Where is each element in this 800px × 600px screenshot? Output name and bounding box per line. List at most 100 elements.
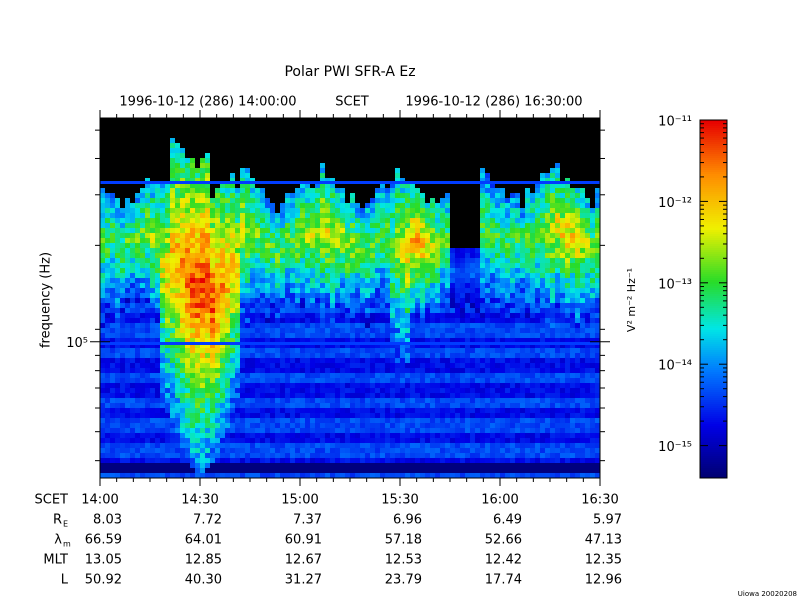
- spectrogram-cell: [505, 428, 510, 433]
- spectrogram-cell: [280, 218, 285, 223]
- spectrogram-cell: [270, 448, 275, 453]
- spectrogram-cell: [300, 223, 305, 228]
- spectrogram-cell: [425, 408, 430, 413]
- spectrogram-cell: [410, 458, 415, 463]
- spectrogram-cell: [270, 323, 275, 328]
- spectrogram-cell: [485, 418, 490, 423]
- spectrogram-cell: [100, 258, 105, 263]
- spectrogram-cell: [330, 373, 335, 378]
- spectrogram-cell: [260, 428, 265, 433]
- spectrogram-cell: [485, 343, 490, 348]
- spectrogram-cell: [345, 208, 350, 213]
- spectrogram-cell: [465, 273, 470, 278]
- spectrogram-cell: [495, 418, 500, 423]
- spectrogram-cell: [340, 318, 345, 323]
- spectrogram-cell: [460, 333, 465, 338]
- spectrogram-cell: [325, 243, 330, 248]
- spectrogram-cell: [210, 198, 215, 203]
- spectrogram-cell: [515, 348, 520, 353]
- spectrogram-cell: [350, 333, 355, 338]
- spectrogram-cell: [160, 263, 165, 268]
- spectrogram-cell: [450, 278, 455, 283]
- spectrogram-cell: [255, 328, 260, 333]
- spectrogram-cell: [185, 198, 190, 203]
- spectrogram-cell: [165, 198, 170, 203]
- spectrogram-cell: [240, 418, 245, 423]
- spectrogram-cell: [490, 433, 495, 438]
- spectrogram-cell: [120, 298, 125, 303]
- spectrogram-cell: [165, 448, 170, 453]
- spectrogram-cell: [190, 453, 195, 458]
- spectrogram-cell: [350, 443, 355, 448]
- spectrogram-cell: [275, 348, 280, 353]
- spectrogram-cell: [240, 338, 245, 343]
- spectrogram-cell: [335, 238, 340, 243]
- spectrogram-cell: [510, 318, 515, 323]
- spectrogram-cell: [275, 373, 280, 378]
- spectrogram-cell: [395, 173, 400, 178]
- spectrogram-cell: [165, 223, 170, 228]
- spectrogram-cell: [490, 363, 495, 368]
- spectrogram-cell: [190, 308, 195, 313]
- spectrogram-cell: [395, 433, 400, 438]
- spectrogram-cell: [240, 188, 245, 193]
- spectrogram-cell: [150, 333, 155, 338]
- spectrogram-cell: [145, 413, 150, 418]
- spectrogram-cell: [415, 338, 420, 343]
- spectrogram-cell: [325, 283, 330, 288]
- spectrogram-cell: [310, 273, 315, 278]
- spectrogram-cell: [435, 373, 440, 378]
- spectrogram-cell: [150, 268, 155, 273]
- spectrogram-cell: [485, 453, 490, 458]
- spectrogram-cell: [505, 238, 510, 243]
- spectrogram-cell: [365, 263, 370, 268]
- spectrogram-cell: [195, 293, 200, 298]
- spectrogram-cell: [450, 458, 455, 463]
- spectrogram-cell: [110, 278, 115, 283]
- spectrogram-cell: [345, 363, 350, 368]
- spectrogram-cell: [140, 463, 145, 468]
- spectrogram-cell: [415, 378, 420, 383]
- spectrogram-cell: [315, 328, 320, 333]
- spectrogram-cell: [355, 403, 360, 408]
- spectrogram-cell: [185, 443, 190, 448]
- spectrogram-cell: [140, 203, 145, 208]
- spectrogram-cell: [345, 403, 350, 408]
- spectrogram-cell: [495, 333, 500, 338]
- spectrogram-cell: [435, 368, 440, 373]
- spectrogram-cell: [150, 273, 155, 278]
- spectrogram-cell: [140, 378, 145, 383]
- spectrogram-cell: [260, 408, 265, 413]
- spectrogram-cell: [375, 248, 380, 253]
- spectrogram-cell: [445, 428, 450, 433]
- spectrogram-cell: [305, 258, 310, 263]
- spectrogram-cell: [510, 323, 515, 328]
- spectrogram-cell: [245, 258, 250, 263]
- spectrogram-cell: [325, 458, 330, 463]
- spectrogram-cell: [295, 263, 300, 268]
- spectrogram-cell: [100, 283, 105, 288]
- spectrogram-cell: [130, 233, 135, 238]
- spectrogram-cell: [515, 403, 520, 408]
- spectrogram-cell: [250, 203, 255, 208]
- spectrogram-cell: [365, 248, 370, 253]
- spectrogram-cell: [375, 428, 380, 433]
- spectrogram-cell: [440, 288, 445, 293]
- spectrogram-cell: [405, 288, 410, 293]
- spectrogram-cell: [320, 343, 325, 348]
- spectrogram-cell: [455, 448, 460, 453]
- spectrogram-cell: [190, 353, 195, 358]
- spectrogram-cell: [240, 173, 245, 178]
- spectrogram-cell: [280, 263, 285, 268]
- spectrogram-cell: [450, 368, 455, 373]
- spectrogram-cell: [285, 468, 290, 473]
- spectrogram-cell: [295, 228, 300, 233]
- spectrogram-cell: [180, 413, 185, 418]
- spectrogram-cell: [510, 273, 515, 278]
- spectrogram-cell: [505, 228, 510, 233]
- spectrogram-cell: [365, 353, 370, 358]
- spectrogram-cell: [155, 368, 160, 373]
- spectrogram-cell: [130, 228, 135, 233]
- spectrogram-cell: [275, 368, 280, 373]
- spectrogram-cell: [185, 333, 190, 338]
